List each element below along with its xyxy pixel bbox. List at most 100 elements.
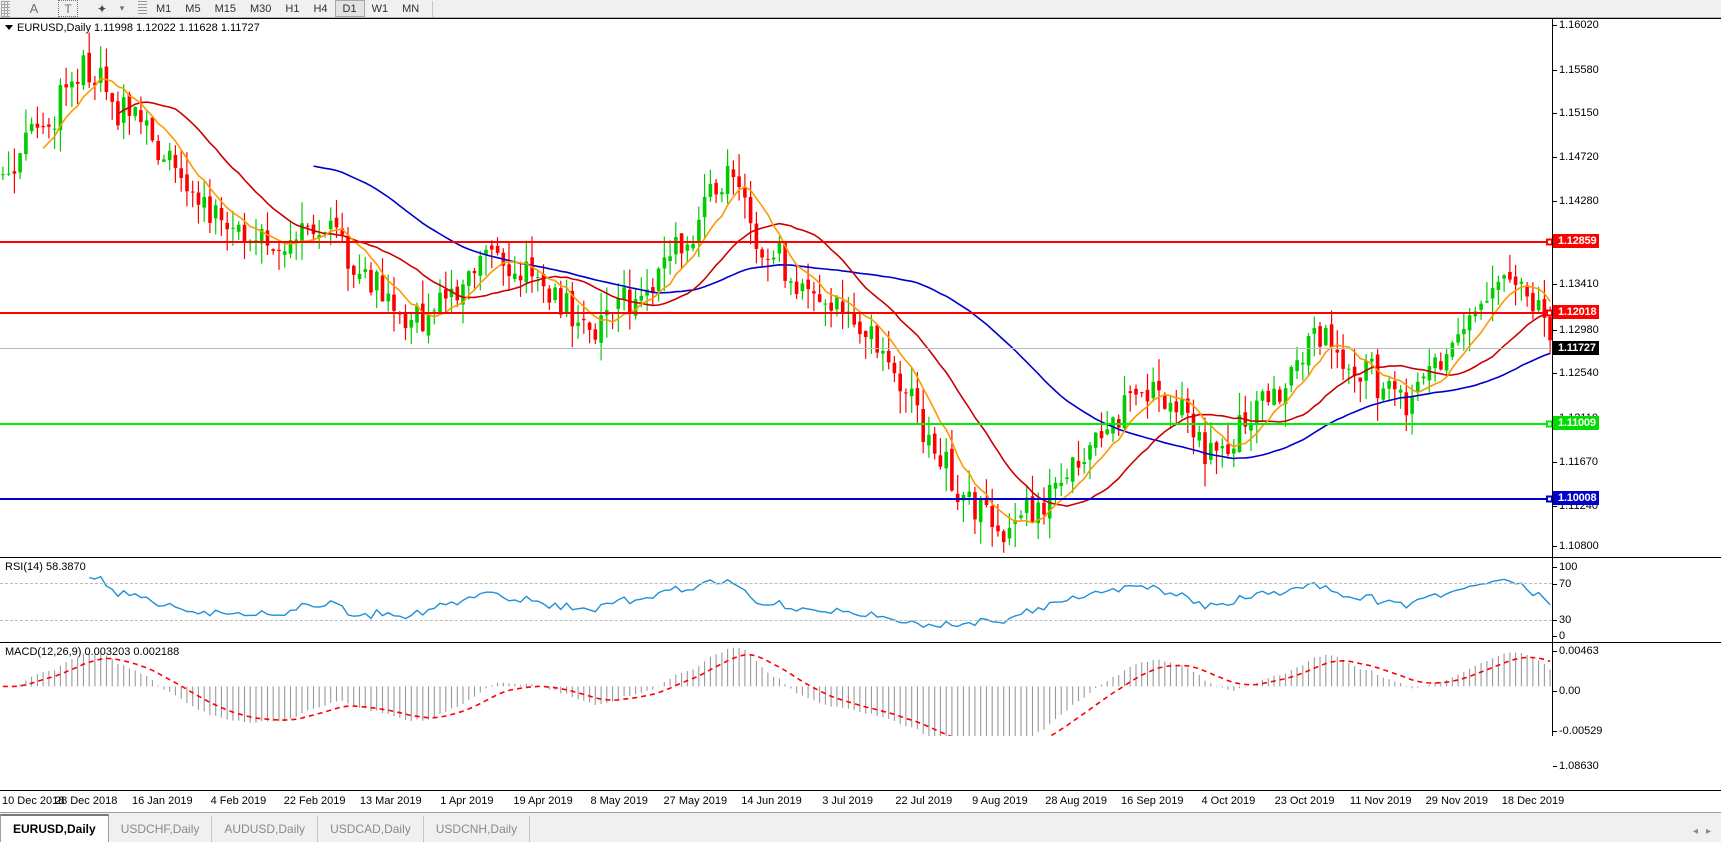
chart-frame: EURUSD,Daily 1.11998 1.12022 1.11628 1.1…	[0, 18, 1721, 812]
timeframe-m30[interactable]: M30	[249, 2, 272, 15]
scroll-left-icon[interactable]: ◂	[1692, 826, 1698, 837]
timeframe-d1[interactable]: D1	[334, 0, 365, 17]
rsi-tick: 0	[1552, 630, 1566, 642]
date-axis-label: 9 Aug 2019	[972, 795, 1028, 807]
macd-tick: 0.00463	[1553, 645, 1599, 657]
timeframe-m5[interactable]: M5	[185, 2, 201, 15]
price-tick: 1.15150	[1553, 107, 1599, 119]
macd-pane[interactable]: MACD(12,26,9) 0.003203 0.002188 0.00463 …	[0, 643, 1721, 737]
level-handle[interactable]	[1546, 309, 1552, 317]
timeframe-w1[interactable]: W1	[371, 2, 389, 15]
macd-axis: 0.00463 0.00 -0.00529	[1552, 643, 1721, 737]
date-axis-label: 22 Jul 2019	[895, 795, 953, 807]
toolbar-filler	[432, 0, 1721, 17]
price-tick: 1.14720	[1553, 151, 1599, 163]
date-axis-label: 3 Jul 2019	[822, 795, 874, 807]
timeframe-h4[interactable]: H4	[313, 2, 328, 15]
price-tag-resistance-1[interactable]: 1.12859	[1553, 234, 1600, 248]
macd-tick: 0.00	[1552, 685, 1581, 697]
date-axis-label: 13 Mar 2019	[359, 795, 422, 807]
date-axis-label: 11 Nov 2019	[1349, 795, 1412, 807]
date-axis-label: 8 May 2019	[590, 795, 648, 807]
pane-divider-price-rsi[interactable]	[0, 557, 1721, 558]
price-tag-support-2[interactable]: 1.10008	[1553, 491, 1600, 505]
level-line-support-2[interactable]	[0, 495, 1552, 503]
price-tick: 1.14280	[1553, 195, 1599, 207]
tab-usdcnh-daily[interactable]: USDCNH,Daily	[424, 816, 531, 842]
date-axis-label: 28 Aug 2019	[1045, 795, 1107, 807]
date-axis-label: 10 Dec 2018	[2, 795, 65, 807]
date-axis-label: 16 Sep 2019	[1121, 795, 1184, 807]
price-tick: 1.13410	[1553, 278, 1599, 290]
rsi-plot-area[interactable]: RSI(14) 58.3870	[0, 558, 1553, 642]
macd-label: MACD(12,26,9) 0.003203 0.002188	[5, 646, 180, 658]
tab-usdchf-daily[interactable]: USDCHF,Daily	[109, 816, 213, 842]
price-tick: 1.12540	[1553, 367, 1599, 379]
candlestick-series	[1, 32, 1552, 553]
level-line-resistance-1[interactable]	[0, 238, 1552, 246]
timeframe-m15[interactable]: M15	[214, 2, 236, 15]
price-plot-area[interactable]: EURUSD,Daily 1.11998 1.12022 1.11628 1.1…	[0, 19, 1553, 557]
price-tag-resistance-2[interactable]: 1.12018	[1553, 305, 1600, 319]
timeframe-m1[interactable]: M1	[156, 2, 172, 15]
date-axis-label: 14 Jun 2019	[741, 795, 802, 807]
rsi-label: RSI(14) 58.3870	[5, 561, 86, 573]
price-pane[interactable]: EURUSD,Daily 1.11998 1.12022 1.11628 1.1…	[0, 19, 1721, 772]
date-axis-label: 22 Feb 2019	[283, 795, 346, 807]
date-axis-label: 1 Apr 2019	[440, 795, 494, 807]
toolbar-separator	[138, 1, 147, 16]
date-axis-label: 18 Dec 2019	[1501, 795, 1565, 807]
level-handle[interactable]	[1546, 420, 1552, 428]
level-line-resistance-2[interactable]	[0, 309, 1552, 317]
rsi-series	[89, 575, 1551, 629]
scroll-right-icon[interactable]: ▸	[1705, 826, 1711, 837]
price-tick: 1.08630	[1553, 760, 1599, 772]
level-line-current-price	[0, 348, 1552, 349]
pane-divider-rsi-macd[interactable]	[0, 642, 1721, 643]
date-axis-label: 16 Jan 2019	[132, 795, 193, 807]
date-axis-label: 27 May 2019	[663, 795, 728, 807]
date-axis-label: 23 Oct 2019	[1274, 795, 1335, 807]
level-line-support-1[interactable]	[0, 420, 1552, 428]
timeframe-mn[interactable]: MN	[402, 2, 420, 15]
rsi-tick: 30	[1552, 614, 1572, 626]
tab-usdcad-daily[interactable]: USDCAD,Daily	[318, 816, 424, 842]
date-axis-label: 19 Apr 2019	[513, 795, 573, 807]
rsi-oversold-level	[0, 620, 1552, 621]
price-axis[interactable]: 1.16020 1.15580 1.15150 1.14720 1.14280 …	[1553, 19, 1721, 772]
date-axis[interactable]: 10 Dec 2018 28 Dec 2018 16 Jan 2019 4 Feb 2…	[0, 790, 1721, 812]
rsi-tick: 70	[1552, 578, 1572, 590]
price-tag-support-1[interactable]: 1.11009	[1553, 416, 1599, 430]
rsi-pane[interactable]: RSI(14) 58.3870 100 70 30 0	[0, 558, 1721, 642]
level-handle[interactable]	[1546, 238, 1552, 246]
rsi-tick: 100	[1552, 561, 1578, 573]
tab-audusd-daily[interactable]: AUDUSD,Daily	[212, 816, 319, 842]
date-axis-label: 29 Nov 2019	[1425, 795, 1489, 807]
chart-tab-bar: EURUSD,Daily USDCHF,Daily AUDUSD,Daily U…	[0, 812, 1721, 842]
timeframe-h1[interactable]: H1	[285, 2, 300, 15]
macd-series	[2, 647, 1551, 736]
chevron-down-icon[interactable]: ▾	[119, 3, 125, 13]
macd-plot-area[interactable]: MACD(12,26,9) 0.003203 0.002188	[0, 643, 1553, 736]
dropdown-arrow-icon[interactable]	[5, 24, 13, 30]
main-toolbar: A T ✦ ▾ M1 M5 M15 M30 H1 H4 D1 W1 MN	[0, 0, 1721, 18]
price-tick: 1.11670	[1553, 456, 1598, 468]
toolbar-drag-handle[interactable]	[1, 0, 10, 17]
date-axis-label: 4 Oct 2019	[1201, 795, 1256, 807]
label-tool-icon[interactable]: T	[58, 0, 78, 17]
price-tick: 1.15580	[1553, 64, 1599, 76]
date-axis-label: 4 Feb 2019	[210, 795, 267, 807]
symbol-ohlc-text: EURUSD,Daily 1.11998 1.12022 1.11628 1.1…	[17, 22, 260, 34]
date-axis-label: 28 Dec 2018	[54, 795, 118, 807]
price-tick: 1.10800	[1553, 540, 1599, 552]
price-tick: 1.12980	[1553, 324, 1599, 336]
price-tick: 1.16020	[1553, 19, 1599, 31]
rsi-axis: 100 70 30 0	[1552, 558, 1721, 642]
level-handle[interactable]	[1546, 495, 1552, 503]
indicators-tool-icon[interactable]: ✦	[96, 1, 108, 16]
price-tag-current: 1.11727	[1553, 341, 1599, 355]
tab-eurusd-daily[interactable]: EURUSD,Daily	[0, 814, 109, 842]
chart-symbol-header: EURUSD,Daily 1.11998 1.12022 1.11628 1.1…	[5, 22, 260, 34]
text-tool-icon[interactable]: A	[29, 1, 39, 16]
